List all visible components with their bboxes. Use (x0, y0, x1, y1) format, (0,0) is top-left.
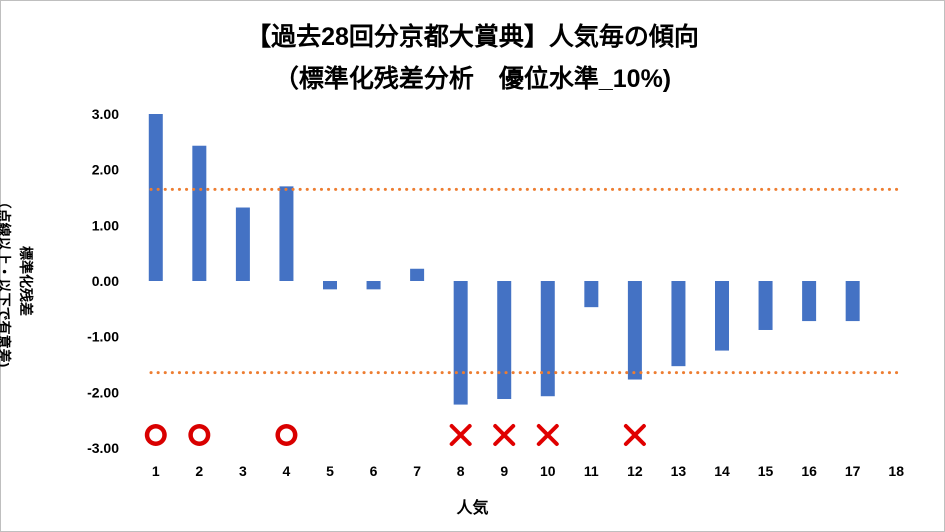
x-axis-label: 人気 (456, 500, 489, 517)
circle-marker-center (279, 428, 293, 442)
x-tick-label: 15 (758, 463, 774, 479)
chart-title: 【過去28回分京都大賞典】人気毎の傾向 (246, 23, 699, 51)
bar (715, 281, 729, 351)
x-tick-label: 7 (413, 463, 421, 479)
chart-subtitle: （標準化残差分析 優位水準_10%) (273, 65, 672, 93)
x-tick-label: 16 (801, 463, 817, 479)
x-tick-label: 18 (888, 463, 904, 479)
cross-marker-stroke-b (536, 424, 559, 446)
x-tick-label: 3 (239, 463, 247, 479)
x-tick-label: 8 (457, 463, 465, 479)
x-tick-label: 5 (326, 463, 334, 479)
x-tick-label: 10 (540, 463, 556, 479)
y-axis-label-line-1: 標準化残差 (18, 245, 34, 316)
circle-marker-center (192, 428, 206, 442)
cross-marker-stroke-b (623, 424, 646, 446)
x-tick-label: 14 (714, 463, 730, 479)
cross-marker-stroke-b (493, 424, 516, 446)
y-axis-label-line-2: （点線以上・以下で有意差) (0, 194, 12, 368)
x-tick-label: 13 (671, 463, 687, 479)
bar (802, 281, 817, 322)
y-tick-label: 1.00 (92, 217, 119, 233)
bar (758, 281, 773, 330)
bar (584, 281, 599, 308)
bar (845, 281, 860, 322)
x-tick-label: 17 (845, 463, 861, 479)
bar (366, 281, 381, 290)
y-tick-label: 2.00 (92, 162, 119, 178)
x-tick-label: 6 (370, 463, 378, 479)
x-tick-label: 4 (283, 463, 291, 479)
y-tick-label: 3.00 (92, 106, 119, 122)
bar (279, 186, 294, 281)
bar (235, 207, 250, 281)
bar (671, 281, 686, 367)
bar (497, 281, 512, 400)
y-tick-label: 0.00 (92, 273, 119, 289)
bar (192, 145, 207, 281)
bar (540, 281, 555, 397)
cross-marker-stroke-b (449, 424, 472, 446)
bar (627, 281, 642, 380)
bar (148, 114, 163, 281)
x-tick-label: 12 (627, 463, 643, 479)
circle-marker-center (149, 428, 163, 442)
bar (323, 281, 337, 290)
x-tick-label: 11 (584, 463, 599, 479)
bar (410, 268, 425, 281)
y-tick-label: -3.00 (87, 440, 119, 456)
bar (453, 281, 468, 405)
y-tick-label: -2.00 (87, 384, 119, 400)
x-tick-label: 1 (152, 463, 160, 479)
x-tick-label: 9 (500, 463, 508, 479)
x-tick-label: 2 (195, 463, 203, 479)
y-tick-label: -1.00 (87, 329, 119, 345)
